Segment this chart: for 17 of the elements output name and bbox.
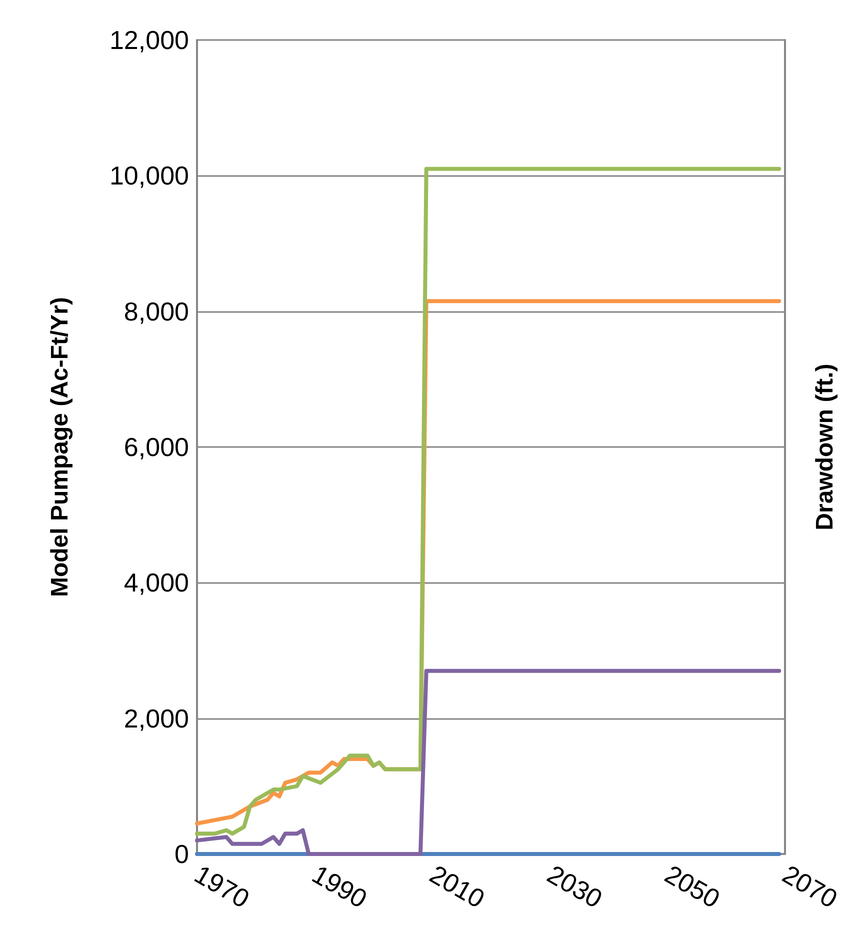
x-tick-label: 2050 (660, 859, 725, 914)
y-tick-label: 0 (174, 839, 189, 869)
x-tick-label: 1970 (190, 859, 255, 914)
y-tick-label: 6,000 (124, 432, 189, 462)
x-tick-label: 2010 (424, 859, 490, 914)
y-tick-label: 2,000 (124, 703, 189, 734)
y-tick-label: 4,000 (124, 568, 189, 598)
x-tick-label: 2070 (778, 859, 843, 914)
y-tick-label: 10,000 (109, 160, 189, 191)
y2-axis-title: Drawdown (ft.) (812, 364, 838, 530)
x-tick-label: 2030 (542, 859, 608, 914)
line-series (195, 166, 782, 836)
line-series (195, 668, 782, 856)
y-tick-label: 8,000 (124, 296, 189, 326)
y-axis-title: Model Pumpage (Ac-Ft/Yr) (46, 296, 74, 598)
y-tick-label: 12,000 (109, 25, 189, 55)
x-tick-label: 1990 (307, 859, 372, 914)
